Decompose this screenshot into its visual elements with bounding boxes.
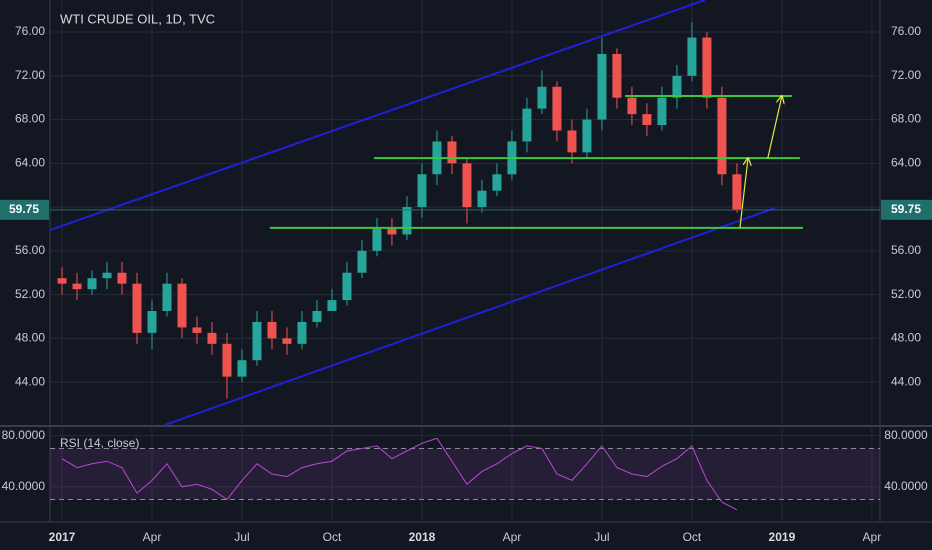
candle-body <box>552 86 562 131</box>
grid <box>50 0 880 520</box>
y-tick-label-left: 76.00 <box>15 24 45 38</box>
rsi-pane <box>50 437 880 511</box>
x-tick-label: Jul <box>234 530 249 544</box>
y-tick-label-right: 68.00 <box>891 112 921 126</box>
y-tick-label-right: 76.00 <box>891 24 921 38</box>
last-price-label: 59.75 <box>891 202 921 216</box>
candle-body <box>192 327 202 333</box>
candle-body <box>702 37 712 98</box>
candle-body <box>132 283 142 333</box>
y-tick-label-left: 56.00 <box>15 243 45 257</box>
candle-body <box>72 283 82 290</box>
y-tick-label-right: 56.00 <box>891 243 921 257</box>
candle-body <box>417 174 427 208</box>
y-tick-label-right: 44.00 <box>891 374 921 388</box>
candle-body <box>522 108 532 142</box>
candle-body <box>627 97 637 115</box>
rsi-band <box>50 448 880 500</box>
trend-line <box>164 207 776 425</box>
labels: 2017 Apr Jul Oct 2018 Apr Jul Oct 2019 Apr 44.00 44… <box>0 24 932 544</box>
candle-body <box>207 332 217 344</box>
trend-line <box>50 0 706 232</box>
candle-body <box>117 272 127 284</box>
candle-body <box>477 190 487 208</box>
candle-body <box>327 300 337 312</box>
candle-body <box>342 272 352 301</box>
x-tick-label: 2019 <box>769 530 796 544</box>
candle-body <box>357 250 367 273</box>
rsi-line <box>61 437 738 511</box>
y-tick-label-left: 68.00 <box>15 112 45 126</box>
price-pane <box>50 0 880 425</box>
y-tick-label-left: 44.00 <box>15 374 45 388</box>
candle-body <box>57 278 67 284</box>
candle-body <box>732 174 742 210</box>
x-tick-label: Oct <box>683 530 702 544</box>
last-price-box <box>0 199 49 220</box>
candle-body <box>537 86 547 109</box>
candle-body <box>252 321 262 361</box>
rsi-tick-label-right: 80.0000 <box>884 428 928 442</box>
candle-body <box>222 343 232 377</box>
candle-body <box>297 321 307 344</box>
candle-body <box>717 97 727 175</box>
candle-body <box>687 37 697 76</box>
chart-title: WTI CRUDE OIL, 1D, TVC <box>60 11 215 26</box>
rsi-tick-label-right: 40.0000 <box>884 479 928 493</box>
x-tick-label: Apr <box>503 530 522 544</box>
candle-body <box>642 114 652 126</box>
candle-body <box>372 228 382 251</box>
y-tick-label-left: 64.00 <box>15 155 45 169</box>
candle-body <box>387 228 397 235</box>
candle-body <box>567 130 577 153</box>
candle-body <box>237 360 247 377</box>
candle-body <box>102 272 112 279</box>
candle-body <box>402 207 412 235</box>
candle-body <box>612 53 622 98</box>
x-tick-label: Oct <box>323 530 342 544</box>
candle-body <box>447 141 457 164</box>
candle-body <box>87 278 97 290</box>
y-tick-label-left: 52.00 <box>15 287 45 301</box>
y-tick-label-right: 72.00 <box>891 68 921 82</box>
candle-body <box>282 338 292 344</box>
candle-body <box>162 283 172 312</box>
candle-body <box>147 311 157 333</box>
candle-body <box>672 75 682 98</box>
candle-body <box>267 321 277 339</box>
y-tick-label-right: 64.00 <box>891 155 921 169</box>
x-tick-label: 2017 <box>49 530 76 544</box>
candle-body <box>582 119 592 153</box>
candle-body <box>492 174 502 191</box>
last-price-box <box>881 199 932 220</box>
candle-body <box>597 53 607 120</box>
candle-body <box>462 163 472 208</box>
last-price-label: 59.75 <box>9 202 39 216</box>
x-tick-label: Apr <box>143 530 162 544</box>
candle-body <box>177 283 187 328</box>
y-tick-label-right: 52.00 <box>891 287 921 301</box>
y-tick-label-right: 48.00 <box>891 331 921 345</box>
y-tick-label-left: 72.00 <box>15 68 45 82</box>
arrow <box>767 96 782 159</box>
arrow <box>739 158 748 228</box>
rsi-tick-label-left: 40.0000 <box>2 479 46 493</box>
y-tick-label-left: 48.00 <box>15 331 45 345</box>
rsi-label: RSI (14, close) <box>60 436 139 450</box>
x-tick-label: 2018 <box>409 530 436 544</box>
candle-body <box>312 311 322 322</box>
x-tick-label: Apr <box>863 530 882 544</box>
x-tick-label: Jul <box>594 530 609 544</box>
rsi-tick-label-left: 80.0000 <box>2 428 46 442</box>
candle-body <box>657 97 667 126</box>
